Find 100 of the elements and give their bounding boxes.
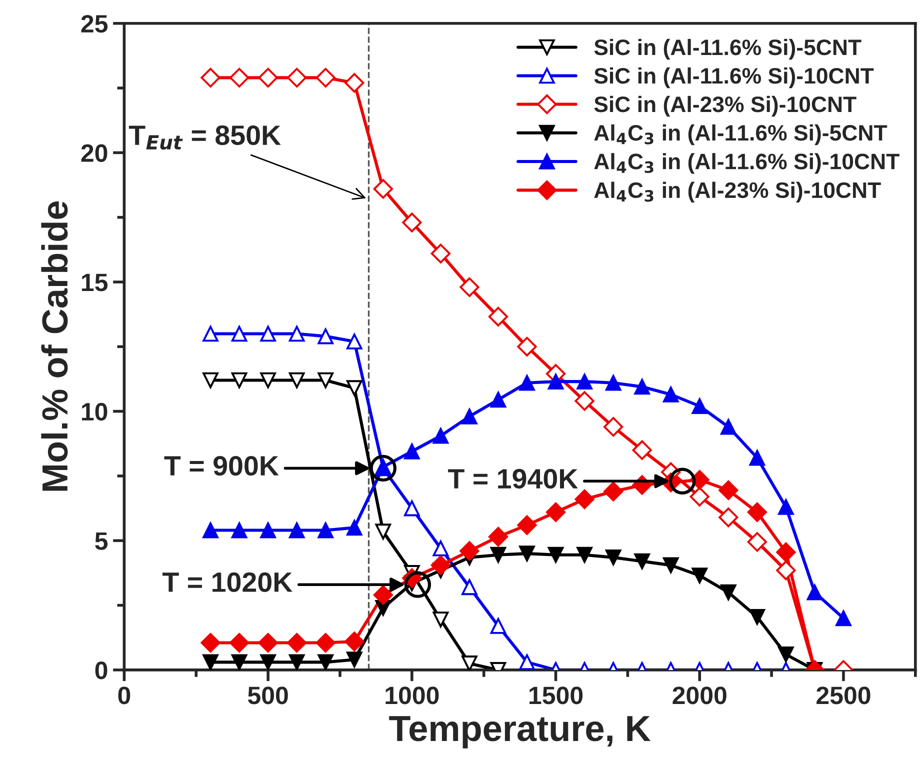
point bbox=[229, 68, 250, 88]
point bbox=[778, 646, 794, 662]
point bbox=[806, 584, 823, 600]
annotation: T = 1020K bbox=[162, 572, 292, 592]
point bbox=[546, 502, 566, 522]
point bbox=[287, 68, 307, 88]
point bbox=[718, 480, 738, 500]
point bbox=[404, 571, 431, 598]
point bbox=[778, 499, 794, 515]
point bbox=[432, 612, 449, 628]
x-tick-label: 2000 bbox=[672, 686, 726, 704]
point bbox=[404, 500, 420, 516]
legend-label: SiC in (Al-11.6% Si)-5CNT bbox=[594, 38, 862, 60]
point bbox=[548, 546, 564, 563]
point bbox=[288, 654, 305, 670]
x-tick-label: 0 bbox=[118, 686, 130, 704]
legend-label: Al$_{4}$C$_{3}$ in (Al-23% Si)-10CNT bbox=[594, 182, 881, 202]
point bbox=[346, 520, 362, 536]
point bbox=[288, 326, 305, 342]
point bbox=[519, 374, 535, 391]
point bbox=[318, 328, 334, 344]
x-tick-label: 1500 bbox=[530, 686, 583, 704]
point bbox=[603, 417, 624, 437]
point bbox=[603, 482, 624, 502]
legend-label: Al$_{4}$C$_{3}$ in (Al-11.6% Si)-10CNT bbox=[594, 153, 900, 174]
point bbox=[430, 555, 450, 576]
point bbox=[346, 380, 362, 396]
point bbox=[287, 632, 307, 653]
point bbox=[260, 654, 276, 670]
point bbox=[231, 372, 248, 388]
point bbox=[692, 398, 708, 414]
point bbox=[720, 418, 736, 435]
point bbox=[836, 610, 852, 626]
point bbox=[318, 522, 334, 538]
point bbox=[576, 374, 592, 390]
point bbox=[462, 656, 478, 670]
point bbox=[548, 374, 564, 390]
x-tick-label: 1000 bbox=[386, 686, 439, 704]
point bbox=[462, 579, 478, 596]
point bbox=[460, 541, 480, 561]
legend-label: SiC in (Al-23% Si)-10CNT bbox=[594, 96, 856, 117]
point bbox=[260, 326, 276, 342]
point bbox=[605, 550, 622, 566]
point bbox=[260, 522, 276, 538]
point bbox=[202, 326, 218, 342]
x-tick-label: 500 bbox=[248, 686, 288, 704]
x-tick-label: 2500 bbox=[816, 686, 870, 704]
y-tick-label: 10 bbox=[82, 402, 108, 421]
legend-label: Al$_{4}$C$_{3}$ in (Al-11.6% Si)-5CNT bbox=[594, 124, 888, 146]
point bbox=[490, 618, 506, 634]
point bbox=[346, 334, 362, 350]
point bbox=[258, 632, 278, 653]
point bbox=[432, 428, 449, 444]
point bbox=[344, 632, 364, 652]
point bbox=[231, 326, 248, 342]
point bbox=[749, 450, 766, 466]
point bbox=[488, 526, 508, 547]
point bbox=[517, 336, 537, 356]
point bbox=[747, 532, 767, 552]
point bbox=[202, 372, 218, 388]
point bbox=[200, 632, 220, 653]
point bbox=[462, 408, 478, 424]
point bbox=[747, 502, 767, 522]
point bbox=[749, 609, 766, 625]
point bbox=[517, 515, 537, 535]
point bbox=[634, 553, 650, 570]
point bbox=[402, 212, 422, 232]
point bbox=[375, 524, 392, 540]
point bbox=[519, 654, 535, 670]
point bbox=[632, 440, 652, 460]
point bbox=[316, 632, 336, 653]
point bbox=[346, 652, 362, 668]
point bbox=[432, 540, 449, 556]
annotation: T = 1940K bbox=[448, 468, 578, 489]
y-tick-label: 5 bbox=[95, 532, 108, 550]
y-tick-label: 20 bbox=[81, 144, 108, 162]
point bbox=[229, 632, 250, 653]
point bbox=[692, 568, 708, 584]
point bbox=[202, 654, 218, 670]
point bbox=[344, 73, 364, 93]
point bbox=[373, 179, 393, 199]
point bbox=[669, 468, 696, 494]
point bbox=[373, 585, 393, 605]
point bbox=[202, 522, 218, 538]
point bbox=[258, 68, 278, 88]
point bbox=[404, 443, 420, 460]
point bbox=[231, 654, 248, 670]
point bbox=[720, 584, 736, 600]
y-tick-label: 0 bbox=[95, 662, 108, 680]
point bbox=[662, 386, 679, 402]
point bbox=[490, 392, 506, 408]
y-tick-label: 25 bbox=[81, 14, 108, 33]
y-axis-title: Mol.% of Carbide bbox=[41, 201, 68, 491]
point bbox=[288, 522, 305, 538]
point bbox=[662, 557, 679, 574]
point bbox=[776, 560, 796, 580]
point bbox=[316, 68, 336, 88]
point bbox=[605, 374, 622, 391]
point bbox=[718, 508, 738, 528]
point bbox=[231, 522, 248, 538]
